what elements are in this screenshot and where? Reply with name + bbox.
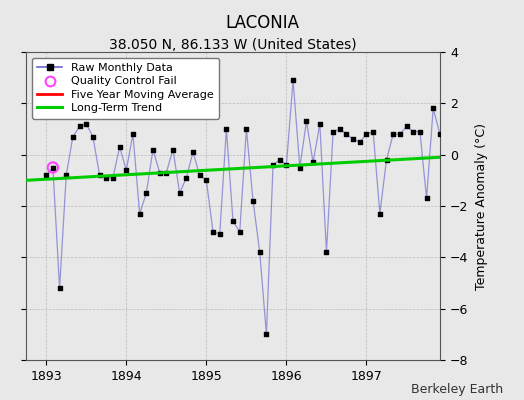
Point — [249, 198, 257, 204]
Point — [108, 174, 117, 181]
Point — [56, 285, 64, 291]
Point — [402, 123, 411, 130]
Text: Berkeley Earth: Berkeley Earth — [411, 383, 503, 396]
Point — [315, 121, 324, 127]
Point — [189, 149, 197, 155]
Point — [416, 128, 424, 135]
Point — [282, 162, 291, 168]
Point — [376, 210, 384, 217]
Point — [215, 231, 224, 238]
Point — [176, 190, 184, 196]
Text: LACONIA: LACONIA — [225, 14, 299, 32]
Point — [302, 118, 311, 124]
Y-axis label: Temperature Anomaly (°C): Temperature Anomaly (°C) — [475, 122, 488, 290]
Point — [89, 134, 97, 140]
Point — [396, 131, 404, 137]
Point — [149, 146, 157, 153]
Point — [336, 126, 344, 132]
Point — [409, 128, 418, 135]
Point — [82, 121, 91, 127]
Point — [169, 146, 177, 153]
Point — [102, 174, 111, 181]
Title: 38.050 N, 86.133 W (United States): 38.050 N, 86.133 W (United States) — [110, 38, 357, 52]
Point — [95, 172, 104, 178]
Point — [49, 164, 57, 171]
Point — [42, 172, 50, 178]
Point — [202, 177, 211, 184]
Point — [309, 159, 317, 166]
Point — [122, 167, 130, 173]
Point — [222, 126, 231, 132]
Point — [262, 331, 270, 338]
Point — [362, 131, 370, 137]
Point — [209, 228, 217, 235]
Point — [256, 249, 264, 255]
Point — [242, 126, 250, 132]
Point — [195, 172, 204, 178]
Point — [289, 77, 297, 84]
Point — [49, 164, 57, 171]
Point — [276, 156, 284, 163]
Point — [156, 170, 164, 176]
Point — [356, 139, 364, 145]
Point — [269, 162, 277, 168]
Point — [296, 164, 304, 171]
Point — [349, 136, 357, 142]
Point — [69, 134, 77, 140]
Point — [369, 128, 377, 135]
Point — [236, 228, 244, 235]
Legend: Raw Monthly Data, Quality Control Fail, Five Year Moving Average, Long-Term Tren: Raw Monthly Data, Quality Control Fail, … — [32, 58, 219, 119]
Point — [142, 190, 150, 196]
Point — [136, 210, 144, 217]
Point — [422, 195, 431, 202]
Point — [383, 156, 391, 163]
Point — [62, 172, 70, 178]
Point — [389, 131, 397, 137]
Point — [229, 218, 237, 225]
Point — [342, 131, 351, 137]
Point — [115, 144, 124, 150]
Point — [162, 170, 170, 176]
Point — [182, 174, 191, 181]
Point — [429, 105, 438, 112]
Point — [75, 123, 84, 130]
Point — [436, 131, 444, 137]
Point — [129, 131, 137, 137]
Point — [329, 128, 337, 135]
Point — [322, 249, 331, 255]
